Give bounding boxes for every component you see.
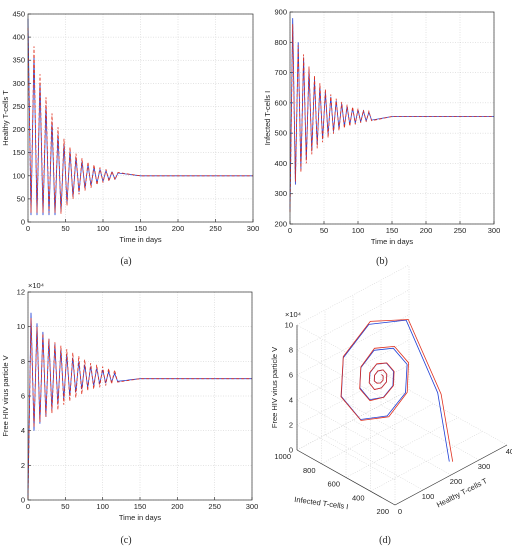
grid-line bbox=[370, 431, 483, 492]
axis-line bbox=[394, 444, 508, 506]
trajectory bbox=[340, 319, 454, 462]
z-tick-label: 8 bbox=[289, 346, 293, 355]
grid-line bbox=[352, 419, 452, 476]
y-tick-label: 0 bbox=[21, 218, 25, 227]
z-tick-label: 10 bbox=[285, 321, 293, 330]
z-tick-label: 6 bbox=[289, 371, 293, 380]
grid-line bbox=[296, 289, 410, 351]
x-tick-label: 100 bbox=[97, 224, 110, 233]
panel-caption: (d) bbox=[379, 535, 391, 546]
grid-line bbox=[296, 364, 410, 426]
x-tick-label: 300 bbox=[246, 502, 259, 511]
x-tick-label: 0 bbox=[26, 502, 30, 511]
y-tick-label: 800 bbox=[303, 466, 316, 475]
x-tick-label: 150 bbox=[386, 226, 399, 235]
x-tick-label: 200 bbox=[171, 502, 184, 511]
x-tick-label: 300 bbox=[247, 224, 260, 233]
x-tick-label: 100 bbox=[422, 492, 435, 501]
x-tick-label: 400 bbox=[506, 447, 512, 456]
x-tick-label: 200 bbox=[420, 226, 433, 235]
x-tick-label: 300 bbox=[488, 226, 501, 235]
y-tick-label: 1000 bbox=[274, 452, 291, 461]
series-line bbox=[27, 27, 253, 214]
x-tick-label: 50 bbox=[320, 226, 328, 235]
plot-box bbox=[27, 13, 254, 223]
y-tick-label: 250 bbox=[12, 102, 25, 111]
y-axis-label: Healthy T-cells T bbox=[1, 90, 10, 146]
x-axis-label: Time in days bbox=[119, 235, 161, 244]
panel-caption: (c) bbox=[120, 535, 131, 546]
x-tick-label: 250 bbox=[208, 502, 221, 511]
x-tick-label: 100 bbox=[352, 226, 365, 235]
series-line bbox=[289, 24, 494, 212]
x-axis-label: Time in days bbox=[119, 513, 161, 522]
y-tick-label: 500 bbox=[274, 129, 287, 138]
panel-caption: (a) bbox=[120, 256, 131, 267]
x-tick-label: 50 bbox=[61, 502, 69, 511]
x-tick-label: 250 bbox=[209, 224, 222, 233]
x-axis-label: Time in days bbox=[371, 237, 413, 246]
z-axis-label: Free HIV virus particle V bbox=[270, 347, 279, 428]
y-axis-label: Infected T-cells I bbox=[263, 91, 272, 145]
y-tick-label: 200 bbox=[12, 125, 25, 134]
y-tick-label: 800 bbox=[274, 38, 287, 47]
y-tick-label: 12 bbox=[17, 288, 25, 297]
grid-line bbox=[296, 389, 410, 451]
plot-box bbox=[27, 291, 253, 501]
x-tick-label: 100 bbox=[96, 502, 109, 511]
grid-line bbox=[296, 339, 410, 401]
y-tick-label: 400 bbox=[12, 33, 25, 42]
y-tick-label: 50 bbox=[17, 194, 25, 203]
x-tick-label: 250 bbox=[454, 226, 467, 235]
z-tick-label: 4 bbox=[289, 396, 293, 405]
series-line bbox=[27, 312, 252, 497]
y-tick-label: 10 bbox=[17, 322, 25, 331]
y-tick-label: 600 bbox=[274, 98, 287, 107]
y-tick-label: 200 bbox=[274, 220, 287, 229]
y-tick-label: 700 bbox=[274, 68, 287, 77]
z-tick-label: 0 bbox=[289, 446, 293, 455]
y-tick-label: 2 bbox=[21, 461, 25, 470]
y-tick-label: 400 bbox=[274, 159, 287, 168]
y-tick-label: 4 bbox=[21, 426, 25, 435]
grid-line bbox=[321, 403, 434, 464]
y-axis-label: Free HIV virus particle V bbox=[1, 355, 10, 436]
z-tick-label: 2 bbox=[289, 421, 293, 430]
x-tick-label: 0 bbox=[288, 226, 292, 235]
x-tick-label: 300 bbox=[478, 462, 491, 471]
grid-line bbox=[296, 264, 410, 326]
axis-line bbox=[296, 449, 396, 506]
y-axis-label: Infected T-cells I bbox=[294, 495, 349, 511]
grid-line bbox=[345, 417, 459, 478]
y-tick-label: 300 bbox=[12, 79, 25, 88]
x-tick-label: 150 bbox=[134, 224, 147, 233]
panel-caption: (b) bbox=[376, 256, 388, 267]
grid-line bbox=[296, 314, 410, 376]
y-tick-label: 100 bbox=[12, 171, 25, 180]
x-tick-label: 150 bbox=[134, 502, 147, 511]
y-tick-label: 150 bbox=[12, 148, 25, 157]
y-tick-label: 8 bbox=[21, 357, 25, 366]
axis-exponent: ×10⁴ bbox=[28, 281, 44, 290]
y-tick-label: 450 bbox=[12, 10, 25, 19]
x-tick-label: 200 bbox=[172, 224, 185, 233]
x-tick-label: 0 bbox=[398, 507, 402, 516]
x-tick-label: 50 bbox=[61, 224, 69, 233]
x-tick-label: 200 bbox=[450, 477, 463, 486]
y-tick-label: 900 bbox=[274, 8, 287, 17]
y-tick-label: 300 bbox=[274, 189, 287, 198]
y-tick-label: 200 bbox=[376, 507, 389, 516]
plot-box bbox=[289, 11, 495, 225]
y-tick-label: 400 bbox=[352, 493, 365, 502]
y-tick-label: 600 bbox=[327, 480, 340, 489]
trajectory bbox=[340, 319, 450, 462]
y-tick-label: 0 bbox=[21, 496, 25, 505]
axis-exponent: ×10⁴ bbox=[285, 310, 301, 319]
y-tick-label: 350 bbox=[12, 56, 25, 65]
x-tick-label: 0 bbox=[26, 224, 30, 233]
y-tick-label: 6 bbox=[21, 392, 25, 401]
